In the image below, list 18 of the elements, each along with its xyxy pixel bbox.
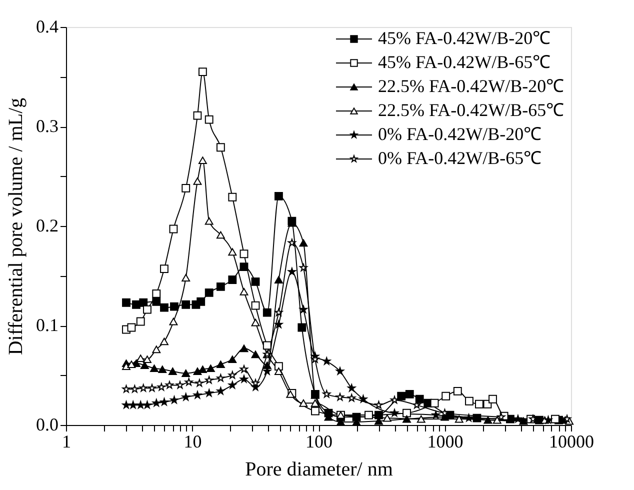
y-tick-label: 0.4 <box>36 16 58 36</box>
legend-label: 0% FA-0.42W/B-65℃ <box>378 148 542 168</box>
x-tick-label: 1000 <box>427 432 464 452</box>
x-tick-label: 10000 <box>549 432 594 452</box>
legend-label: 45% FA-0.42W/B-65℃ <box>378 52 551 72</box>
x-axis-title: Pore diameter/ nm <box>245 458 394 480</box>
y-tick-label: 0.0 <box>36 414 58 434</box>
y-tick-label: 0.1 <box>36 315 58 335</box>
x-tick-label: 100 <box>306 432 332 452</box>
legend-label: 22.5% FA-0.42W/B-65℃ <box>378 100 564 120</box>
y-axis-title: Differential pore volume / mL/g <box>5 98 27 356</box>
legend-label: 22.5% FA-0.42W/B-20℃ <box>378 76 564 96</box>
x-tick-label: 10 <box>184 432 202 452</box>
y-tick-label: 0.3 <box>36 116 58 136</box>
y-tick-label: 0.2 <box>36 216 58 236</box>
x-tick-label: 1 <box>62 432 71 452</box>
legend-label: 45% FA-0.42W/B-20℃ <box>378 28 551 48</box>
legend-label: 0% FA-0.42W/B-20℃ <box>378 124 542 144</box>
